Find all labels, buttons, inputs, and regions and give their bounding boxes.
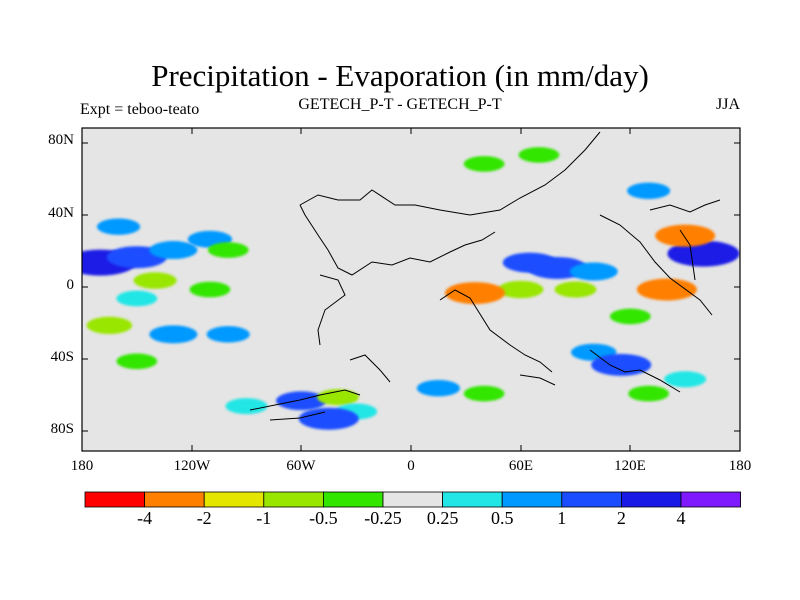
precip-patch — [627, 182, 671, 200]
precip-patch — [416, 379, 461, 397]
coastline-northern-continent — [299, 131, 601, 276]
colorbar-label: -1 — [256, 508, 272, 528]
precip-field — [82, 147, 740, 430]
season-label: JJA — [715, 96, 740, 113]
precip-patch — [628, 385, 670, 402]
colorbar-label: 1 — [557, 508, 567, 528]
colorbar-label: -0.25 — [364, 508, 402, 528]
experiment-label: Expt = teboo-teato — [80, 101, 200, 118]
precip-patch — [554, 281, 597, 298]
precip-patch — [609, 308, 651, 325]
colorbar-label: -0.5 — [309, 508, 338, 528]
lon-label-120w: 120W — [173, 458, 211, 474]
precip-patch — [518, 147, 560, 163]
precip-patch — [206, 326, 250, 343]
colorbar-label: 0.25 — [426, 508, 459, 528]
precip-patch — [497, 280, 544, 299]
tick-marks — [82, 128, 740, 451]
coastline-southern — [249, 349, 681, 421]
lon-label-60w: 60W — [286, 458, 316, 474]
precip-patch — [664, 371, 707, 388]
precip-patch — [444, 282, 505, 305]
precip-patch — [667, 240, 740, 267]
lat-label-40s: 40S — [50, 349, 74, 365]
map-title: Precipitation - Evaporation (in mm/day) — [151, 58, 649, 93]
lon-label-180w: 180 — [70, 458, 94, 474]
lon-label-0: 0 — [407, 458, 415, 474]
colorbar-label: 2 — [616, 508, 626, 528]
precip-patch — [298, 407, 359, 430]
precip-patch — [116, 353, 158, 370]
precip-patch — [636, 278, 697, 301]
lon-label-60e: 60E — [508, 458, 534, 474]
lat-label-80n: 80N — [48, 132, 74, 148]
colorbar-label: -4 — [137, 508, 153, 528]
precip-patch — [96, 218, 141, 235]
precip-patch — [149, 325, 198, 344]
precip-patch — [463, 156, 505, 172]
lat-label-0: 0 — [66, 277, 75, 293]
lon-label-120e: 120E — [614, 458, 646, 474]
precip-patch — [189, 281, 231, 298]
lon-label-180e: 180 — [728, 458, 752, 474]
precip-patch — [225, 398, 268, 415]
dataset-label: GETECH_P-T - GETECH_P-T — [298, 96, 502, 113]
colorbar-label: 0.5 — [490, 508, 514, 528]
precip-patch — [133, 272, 177, 289]
precip-patch — [463, 385, 505, 402]
coastline-east-asia — [599, 199, 721, 316]
precip-patch — [655, 224, 716, 247]
precip-patch — [149, 241, 198, 260]
lat-label-40n: 40N — [48, 205, 74, 221]
coastlines — [249, 131, 721, 421]
colorbar-label: 4 — [676, 508, 686, 528]
precip-patch — [207, 242, 249, 258]
precip-patch — [569, 262, 618, 281]
precip-patch — [116, 290, 158, 307]
colorbar-label: -2 — [196, 508, 212, 528]
lat-label-80s: 80S — [50, 421, 74, 437]
coastline-africa-south — [317, 274, 553, 383]
precip-patch — [86, 316, 133, 334]
